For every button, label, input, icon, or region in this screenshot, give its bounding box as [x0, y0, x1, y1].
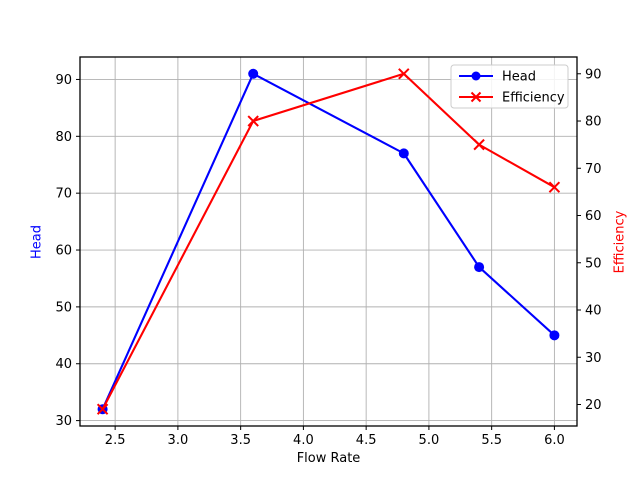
right-y-axis-label: Efficiency: [612, 210, 628, 274]
right-y-tick-label: 70: [585, 162, 602, 177]
left-y-tick-label: 50: [55, 300, 72, 315]
left-y-axis-label: Head: [29, 225, 45, 259]
left-y-tick-label: 30: [55, 414, 72, 429]
x-tick-label: 5.0: [419, 433, 440, 448]
left-y-tick-label: 90: [55, 73, 72, 88]
efficiency-series-line: [101, 72, 556, 411]
x-tick-label: 4.0: [293, 433, 314, 448]
head-marker-circle: [471, 71, 481, 81]
right-y-tick-label: 90: [585, 67, 602, 82]
left-y-tick-label: 70: [55, 187, 72, 202]
left-y-tick-label: 80: [55, 130, 72, 145]
efficiency-marker-x: [398, 68, 410, 80]
head-marker-circle: [474, 262, 485, 273]
x-tick-label: 3.0: [168, 433, 189, 448]
head-series-line: [101, 72, 556, 411]
efficiency-marker-x: [548, 181, 561, 193]
right-y-tick-label: 80: [585, 115, 602, 130]
right-y-tick-label: 30: [585, 351, 602, 366]
right-y-tick-label: 20: [585, 398, 602, 413]
x-tick-label: 3.5: [230, 433, 251, 448]
x-tick-label: 4.5: [356, 433, 377, 448]
efficiency-marker-x: [473, 138, 485, 151]
head-marker-circle: [549, 330, 560, 341]
x-tick-label: 6.0: [544, 433, 565, 448]
legend-label: Efficiency: [502, 91, 565, 106]
right-y-tick-label: 60: [585, 209, 602, 224]
efficiency-marker-x: [247, 115, 259, 127]
x-axis-label: Flow Rate: [296, 451, 361, 466]
left-y-tick-label: 60: [55, 244, 72, 259]
efficiency-marker-x: [96, 403, 109, 415]
head-marker-circle: [398, 148, 409, 159]
x-tick-label: 5.5: [481, 433, 502, 448]
left-y-tick-label: 40: [55, 357, 72, 372]
efficiency-marker-x: [470, 91, 482, 103]
legend-label: Head: [502, 70, 536, 85]
right-y-tick-label: 40: [585, 304, 602, 319]
head-marker-circle: [248, 68, 259, 79]
right-y-tick-label: 50: [585, 256, 602, 271]
x-tick-label: 2.5: [105, 433, 126, 448]
plot-border: [79, 56, 578, 427]
